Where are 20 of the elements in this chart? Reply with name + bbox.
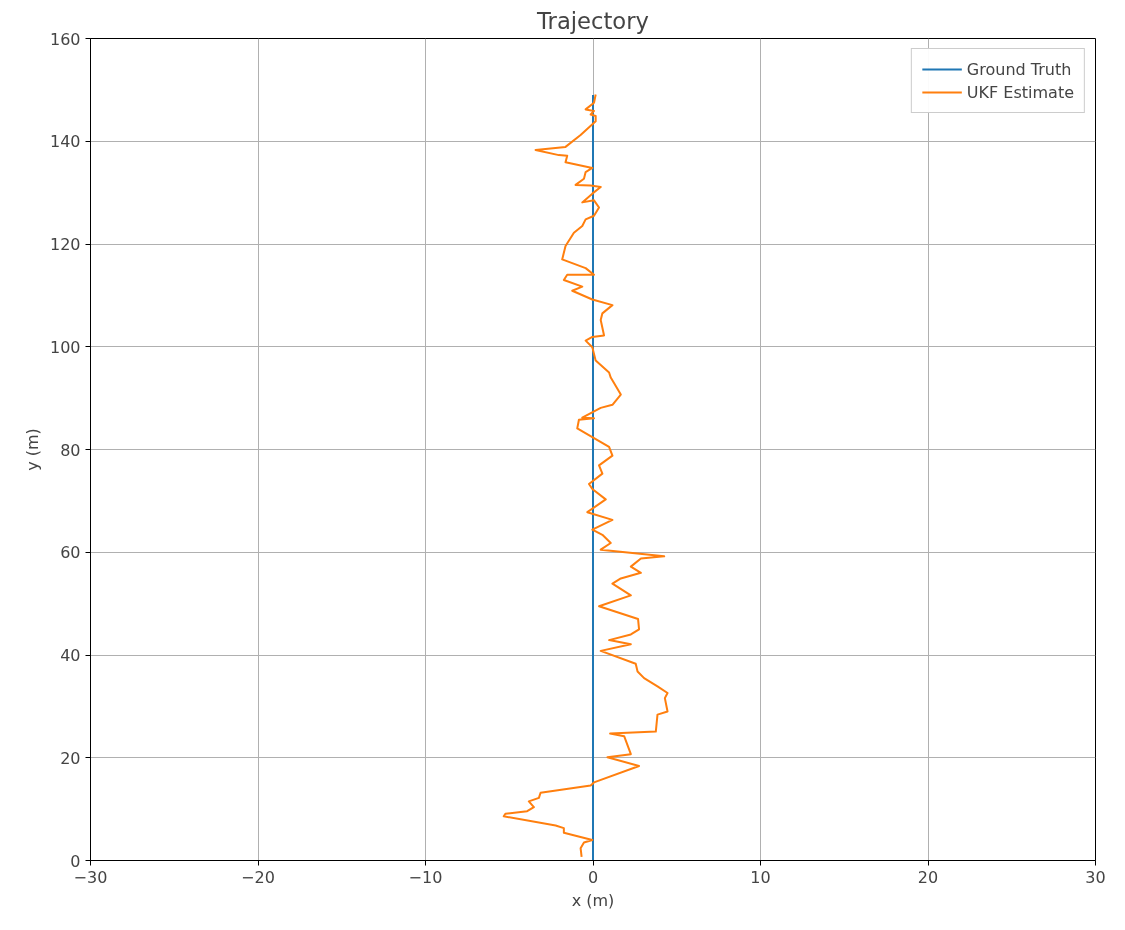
y-tick-label: 120 bbox=[49, 235, 81, 254]
y-tick-label: 80 bbox=[60, 440, 81, 460]
y-tick-label: 160 bbox=[49, 29, 81, 49]
y-tick-label: 40 bbox=[60, 646, 81, 665]
x-tick-label: 0 bbox=[587, 867, 599, 887]
x-tick-label: −10 bbox=[408, 867, 443, 887]
x-tick-label: −20 bbox=[241, 867, 275, 887]
x-axis-title: x (m) bbox=[571, 890, 615, 910]
chart-title: Trajectory bbox=[536, 7, 649, 34]
y-axis-title: y (m) bbox=[22, 428, 42, 471]
x-tick-label: 30 bbox=[1085, 867, 1106, 887]
x-tick-label: 10 bbox=[750, 867, 771, 887]
legend-label: UKF Estimate bbox=[966, 82, 1074, 102]
y-tick-label: 140 bbox=[49, 132, 81, 152]
y-tick-label: 100 bbox=[49, 337, 81, 357]
line-series bbox=[502, 93, 669, 858]
y-tick-label: 20 bbox=[60, 748, 81, 768]
y-tick-label: 60 bbox=[60, 543, 81, 563]
legend-label: Ground Truth bbox=[966, 59, 1072, 79]
x-tick-label: 20 bbox=[917, 867, 939, 887]
